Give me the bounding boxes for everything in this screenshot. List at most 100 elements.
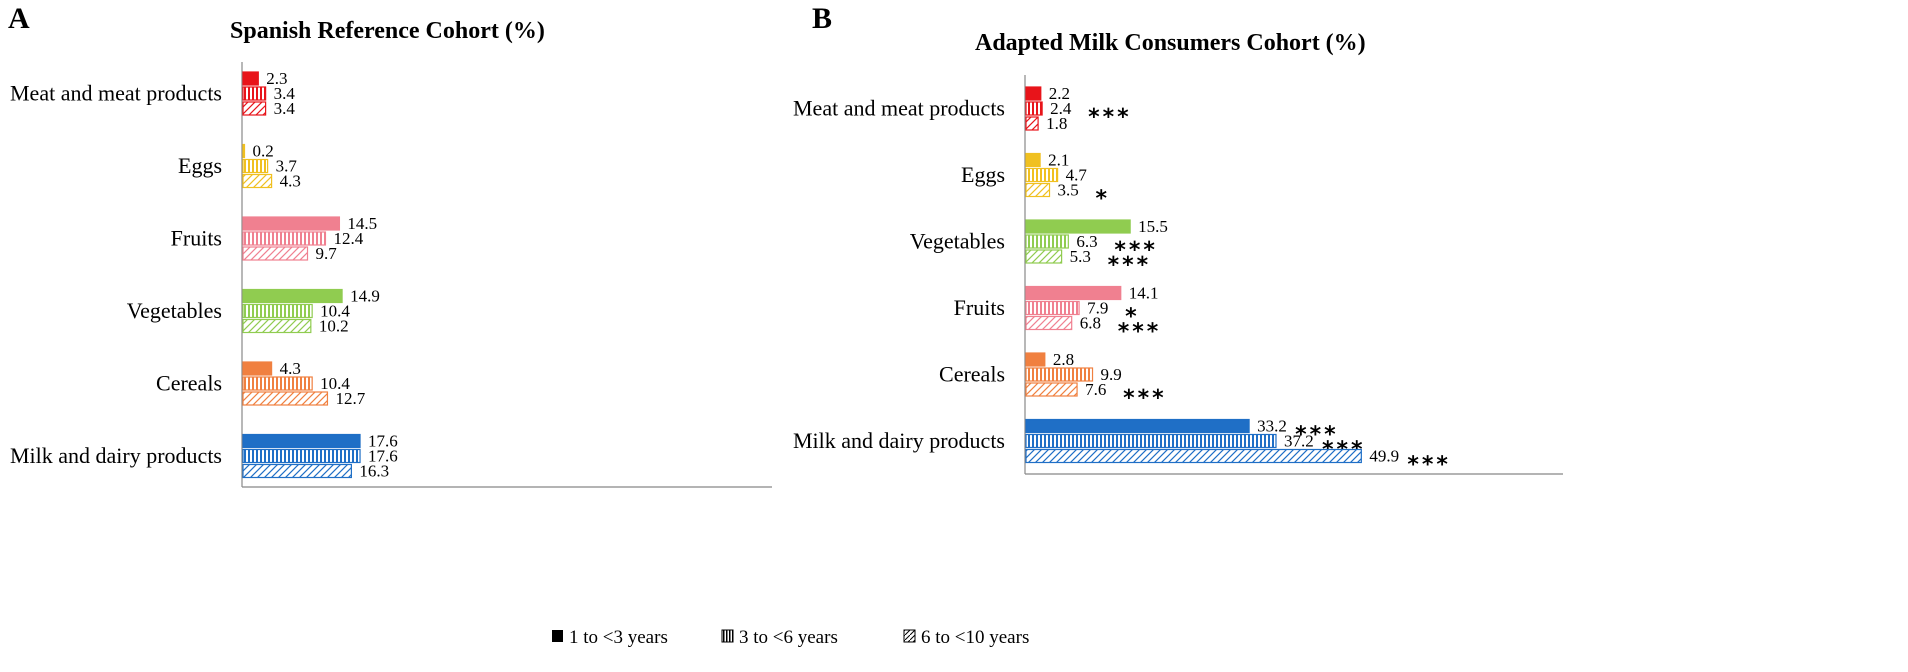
data-label: 10.4 <box>320 302 350 321</box>
significance-label: *** <box>1088 105 1132 130</box>
bar <box>242 391 329 406</box>
bar <box>1025 152 1041 168</box>
bar <box>242 433 361 449</box>
data-label: 10.4 <box>320 374 350 393</box>
data-label: 9.7 <box>316 244 338 263</box>
data-label: 12.7 <box>335 389 365 408</box>
data-label: 6.3 <box>1076 232 1097 251</box>
bar <box>1025 367 1094 382</box>
bar <box>242 173 273 189</box>
category-label: Vegetables <box>910 229 1005 254</box>
data-label: 17.6 <box>368 447 398 466</box>
chart-panel-a: Meat and meat products2.33.43.4Eggs0.23.… <box>10 69 398 481</box>
significance-label: * <box>1125 305 1140 330</box>
panel-title-b: Adapted Milk Consumers Cohort (%) <box>975 30 1366 56</box>
significance-label: *** <box>1407 453 1451 478</box>
panel-letter-a: A <box>8 2 30 35</box>
significance-label: *** <box>1295 423 1339 448</box>
legend-label-2: 3 to <6 years <box>739 627 838 648</box>
data-label: 2.8 <box>1053 350 1074 369</box>
significance-label: *** <box>1118 320 1162 345</box>
data-label: 14.1 <box>1129 284 1159 303</box>
category-label: Meat and meat products <box>793 96 1005 121</box>
data-label: 10.2 <box>319 317 349 336</box>
data-label: 15.5 <box>1138 217 1168 236</box>
data-label: 12.4 <box>333 229 363 248</box>
legend-swatch-diagonal <box>903 629 916 643</box>
bar <box>1025 234 1069 249</box>
bar <box>1025 300 1080 316</box>
bar <box>1025 352 1046 367</box>
legend-label-3: 6 to <10 years <box>921 627 1029 648</box>
category-label: Meat and meat products <box>10 81 222 106</box>
bar <box>242 231 327 246</box>
bar <box>1025 315 1073 331</box>
data-label: 37.2 <box>1284 432 1314 451</box>
data-label: 3.7 <box>276 157 298 176</box>
data-label: 1.8 <box>1046 114 1067 133</box>
data-label: 2.4 <box>1050 99 1072 118</box>
category-label: Cereals <box>156 371 222 396</box>
category-label: Fruits <box>954 295 1005 320</box>
bar <box>242 288 343 304</box>
data-label: 6.8 <box>1080 314 1101 333</box>
bar <box>1025 418 1250 434</box>
bar <box>1025 448 1362 464</box>
category-label: Fruits <box>171 226 222 251</box>
data-label: 2.1 <box>1048 151 1069 170</box>
bar <box>1025 116 1039 131</box>
significance-label: *** <box>1108 253 1152 278</box>
data-label: 4.3 <box>280 359 301 378</box>
bar <box>242 246 309 261</box>
bar <box>1025 182 1051 198</box>
bar <box>242 448 361 464</box>
legend-swatch-vertical <box>721 629 734 643</box>
data-label: 3.4 <box>274 99 296 118</box>
legend-label-1: 1 to <3 years <box>569 627 668 648</box>
bar <box>242 158 269 174</box>
data-label: 2.2 <box>1049 84 1070 103</box>
bar <box>242 318 312 334</box>
bar <box>1025 285 1122 301</box>
bar <box>242 86 267 101</box>
bar <box>242 463 352 479</box>
bar <box>242 361 273 376</box>
significance-label: *** <box>1114 238 1158 263</box>
bar <box>1025 382 1078 397</box>
data-label: 0.2 <box>253 142 274 161</box>
data-label: 2.3 <box>266 69 287 88</box>
data-label: 17.6 <box>368 432 398 451</box>
data-label: 9.9 <box>1101 365 1122 384</box>
bar <box>242 303 313 319</box>
bar <box>242 101 267 116</box>
bar <box>1025 86 1042 101</box>
data-label: 7.6 <box>1085 380 1106 399</box>
category-label: Vegetables <box>127 298 222 323</box>
panel-title-a: Spanish Reference Cohort (%) <box>230 18 545 44</box>
bar <box>242 376 313 391</box>
legend: 1 to <3 years 3 to <6 years 6 to <10 yea… <box>552 627 1029 648</box>
significance-label: * <box>1096 187 1111 212</box>
category-label: Eggs <box>961 162 1005 187</box>
data-label: 4.3 <box>280 172 301 191</box>
bar <box>242 71 259 86</box>
bar <box>1025 433 1277 449</box>
data-label: 3.4 <box>274 84 296 103</box>
category-label: Milk and dairy products <box>793 428 1005 453</box>
data-label: 7.9 <box>1087 299 1108 318</box>
data-label: 49.9 <box>1369 447 1399 466</box>
bar <box>1025 167 1059 183</box>
data-label: 33.2 <box>1257 417 1287 436</box>
category-label: Milk and dairy products <box>10 443 222 468</box>
bar <box>1025 219 1131 234</box>
panel-letter-b: B <box>812 2 832 35</box>
bar <box>1025 249 1063 264</box>
bar <box>1025 101 1043 116</box>
data-label: 3.5 <box>1058 181 1079 200</box>
data-label: 14.9 <box>350 287 380 306</box>
bar <box>242 216 341 231</box>
chart-panel-b: Meat and meat products 2.22.4 *** 1.8 Eggs 2.… <box>793 84 1451 478</box>
data-label: 5.3 <box>1070 247 1091 266</box>
significance-label: *** <box>1123 386 1167 411</box>
